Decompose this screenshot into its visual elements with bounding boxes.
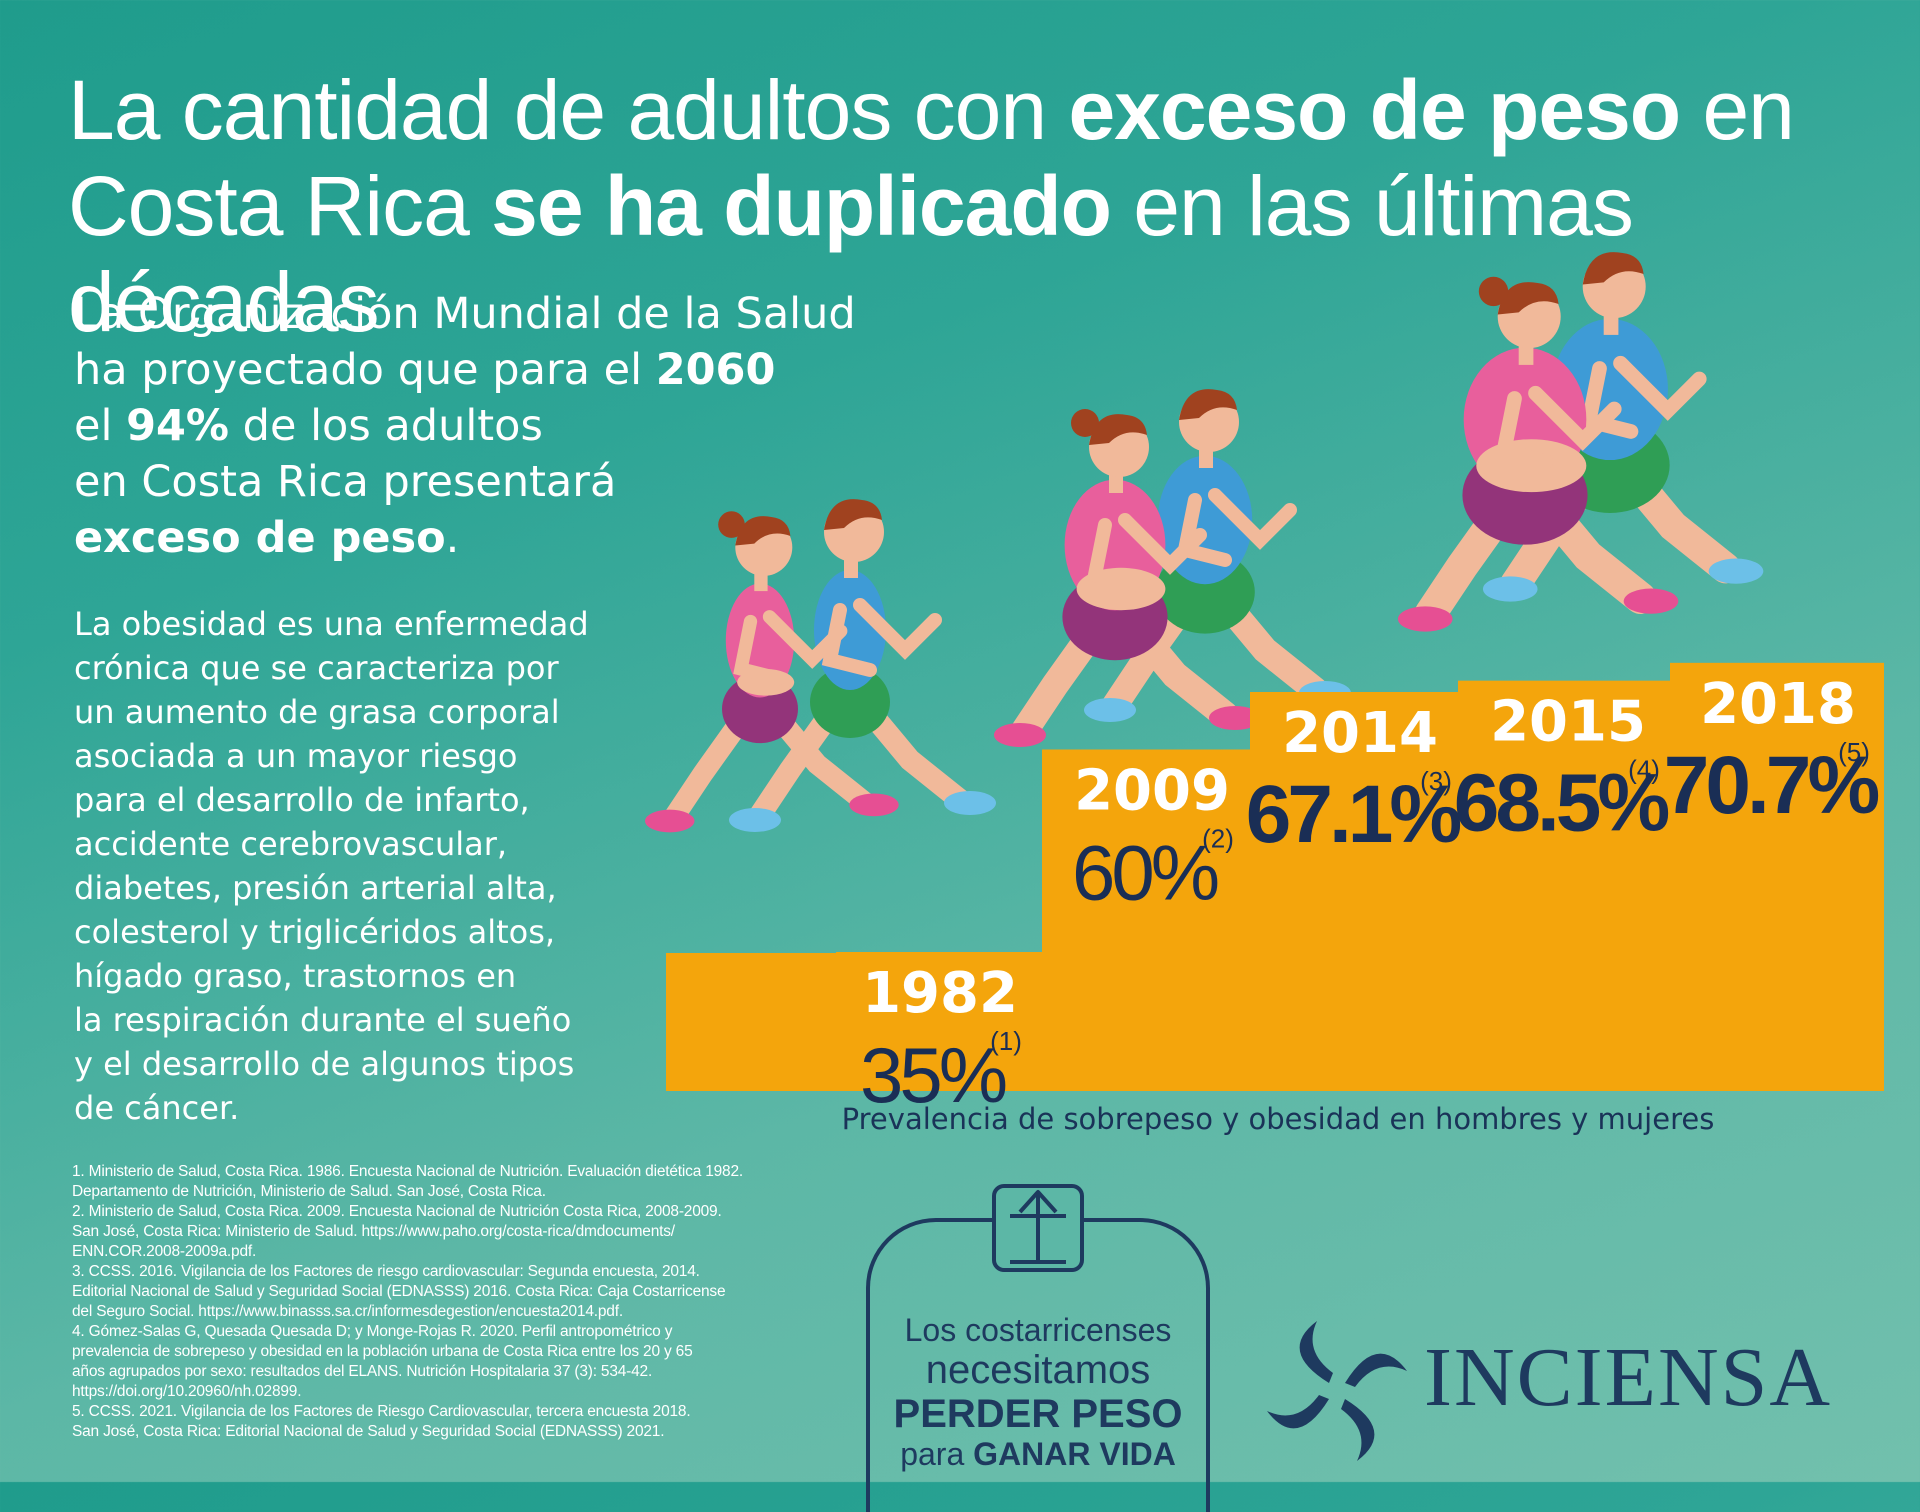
reference-line: 2. Ministerio de Salud, Costa Rica. 2009… xyxy=(72,1203,722,1220)
logo-blade xyxy=(1345,1353,1407,1387)
woman-runner-2009 xyxy=(994,409,1261,747)
body-line: y el desarrollo de algunos tipos xyxy=(74,1045,575,1083)
obesity-description: La obesidad es una enfermedad crónica qu… xyxy=(74,602,674,1130)
logo-blade xyxy=(1267,1395,1329,1429)
reference-line: 3. CCSS. 2016. Vigilancia de los Factore… xyxy=(72,1263,700,1280)
step-bar xyxy=(1042,749,1250,1090)
lead-text: de los adultos xyxy=(229,401,543,451)
reference-line: Departamento de Nutrición, Ministerio de… xyxy=(72,1183,546,1200)
logo-blade xyxy=(1299,1321,1333,1383)
lead-text: ha proyectado que para el xyxy=(74,345,656,395)
logo-blade xyxy=(1341,1399,1375,1461)
badge-text: Los costarricenses necesitamos PERDER PE… xyxy=(870,1312,1206,1472)
badge-line: Los costarricenses xyxy=(904,1312,1172,1348)
year-label: 1982 xyxy=(862,961,1018,1026)
chart-caption: Prevalencia de sobrepeso y obesidad en h… xyxy=(841,1102,1715,1136)
reference-line: San José, Costa Rica: Ministerio de Salu… xyxy=(72,1223,675,1240)
year-label: 2015 xyxy=(1490,690,1646,755)
value-label: 67.1% xyxy=(1246,769,1461,860)
scale-icon xyxy=(992,1184,1084,1272)
runners-illustration xyxy=(645,252,1764,833)
body-line: de cáncer. xyxy=(74,1089,240,1127)
reference-marker: (1) xyxy=(990,1026,1022,1056)
lead-paragraph: La Organización Mundial de la Salud ha p… xyxy=(74,286,874,566)
title-part: en xyxy=(1680,63,1794,157)
body-line: asociada a un mayor riesgo xyxy=(74,737,518,775)
title-part: en las últimas décadas xyxy=(68,159,1634,349)
year-label: 2014 xyxy=(1282,701,1438,766)
reference-marker: (2) xyxy=(1202,824,1234,854)
reference-line: 5. CCSS. 2021. Vigilancia de los Factore… xyxy=(72,1403,691,1420)
reference-line: Editorial Nacional de Salud y Seguridad … xyxy=(72,1283,726,1300)
reference-marker: (3) xyxy=(1420,766,1452,796)
title-part: La cantidad de adultos con xyxy=(68,63,1069,157)
badge-line: PERDER PESO xyxy=(893,1392,1183,1436)
step-bar xyxy=(836,952,1042,1090)
reference-line: años agrupados por sexo: resultados del … xyxy=(72,1363,653,1380)
badge-line: necesitamos xyxy=(925,1348,1151,1392)
body-line: diabetes, presión arterial alta, xyxy=(74,869,557,907)
woman-runner-1982 xyxy=(645,511,899,833)
lead-line: el 94% de los adultos xyxy=(74,398,874,454)
lead-year: 2060 xyxy=(655,345,776,395)
step-bar xyxy=(1250,691,1458,1090)
body-line: colesterol y triglicéridos altos, xyxy=(74,913,556,951)
value-label: 60% xyxy=(1072,829,1218,917)
reference-line: prevalencia de sobrepeso y obesidad en l… xyxy=(72,1343,693,1360)
body-line: un aumento de grasa corporal xyxy=(74,693,560,731)
badge-text-part: para xyxy=(900,1436,974,1472)
reference-line: https://doi.org/10.20960/nh.02899. xyxy=(72,1383,302,1400)
reference-line: San José, Costa Rica: Editorial Nacional… xyxy=(72,1423,665,1440)
lead-line: La Organización Mundial de la Salud xyxy=(74,289,856,339)
year-label: 2009 xyxy=(1074,759,1230,824)
inciensa-logo-text: INCIENSA xyxy=(1424,1331,1832,1424)
title-bold: se ha duplicado xyxy=(491,159,1112,253)
step-bar xyxy=(1458,680,1670,1090)
badge-line: para GANAR VIDA xyxy=(870,1436,1206,1472)
step-bar xyxy=(666,1002,836,1090)
title-bold: exceso de peso xyxy=(1068,63,1681,157)
lead-line: exceso de peso. xyxy=(74,510,874,566)
reference-line: 1. Ministerio de Salud, Costa Rica. 1986… xyxy=(72,1163,744,1180)
year-label: 2018 xyxy=(1700,672,1856,737)
campaign-badge: Los costarricenses necesitamos PERDER PE… xyxy=(866,1184,1210,1512)
lead-text: el xyxy=(74,401,127,451)
reference-line: 4. Gómez-Salas G, Quesada Quesada D; y M… xyxy=(72,1323,673,1340)
reference-line: ENN.COR.2008-2009a.pdf. xyxy=(72,1243,257,1260)
value-label: 70.7% xyxy=(1664,740,1879,831)
body-line: la respiración durante el sueño xyxy=(74,1001,572,1039)
body-line: accidente cerebrovascular, xyxy=(74,825,508,863)
inciensa-logo-icon xyxy=(1267,1321,1407,1461)
body-line: para el desarrollo de infarto, xyxy=(74,781,530,819)
reference-marker: (4) xyxy=(1628,755,1660,785)
page-title: La cantidad de adultos con exceso de pes… xyxy=(68,62,1868,350)
woman-runner-2018 xyxy=(1397,276,1679,632)
references: 1. Ministerio de Salud, Costa Rica. 1986… xyxy=(72,1162,832,1442)
body-line: hígado graso, trastornos en xyxy=(74,957,517,995)
body-line: crónica que se caracteriza por xyxy=(74,649,559,687)
body-line: La obesidad es una enfermedad xyxy=(74,605,589,643)
lead-percentage: 94% xyxy=(126,401,230,451)
lead-text: . xyxy=(445,513,460,563)
value-label: 35% xyxy=(860,1031,1006,1119)
lead-line: ha proyectado que para el 2060 xyxy=(74,342,874,398)
value-label: 68.5% xyxy=(1454,758,1669,849)
step-bar xyxy=(1670,662,1884,1090)
reference-line: del Seguro Social. https://www.binasss.s… xyxy=(72,1303,623,1320)
lead-emphasis: exceso de peso xyxy=(74,513,446,563)
badge-text-bold: GANAR VIDA xyxy=(973,1436,1176,1472)
lead-line: en Costa Rica presentará xyxy=(74,457,617,507)
reference-marker: (5) xyxy=(1838,737,1870,767)
title-part: Costa Rica xyxy=(68,159,492,253)
man-runner-1982 xyxy=(729,499,996,832)
staircase-bars xyxy=(666,662,1884,1091)
